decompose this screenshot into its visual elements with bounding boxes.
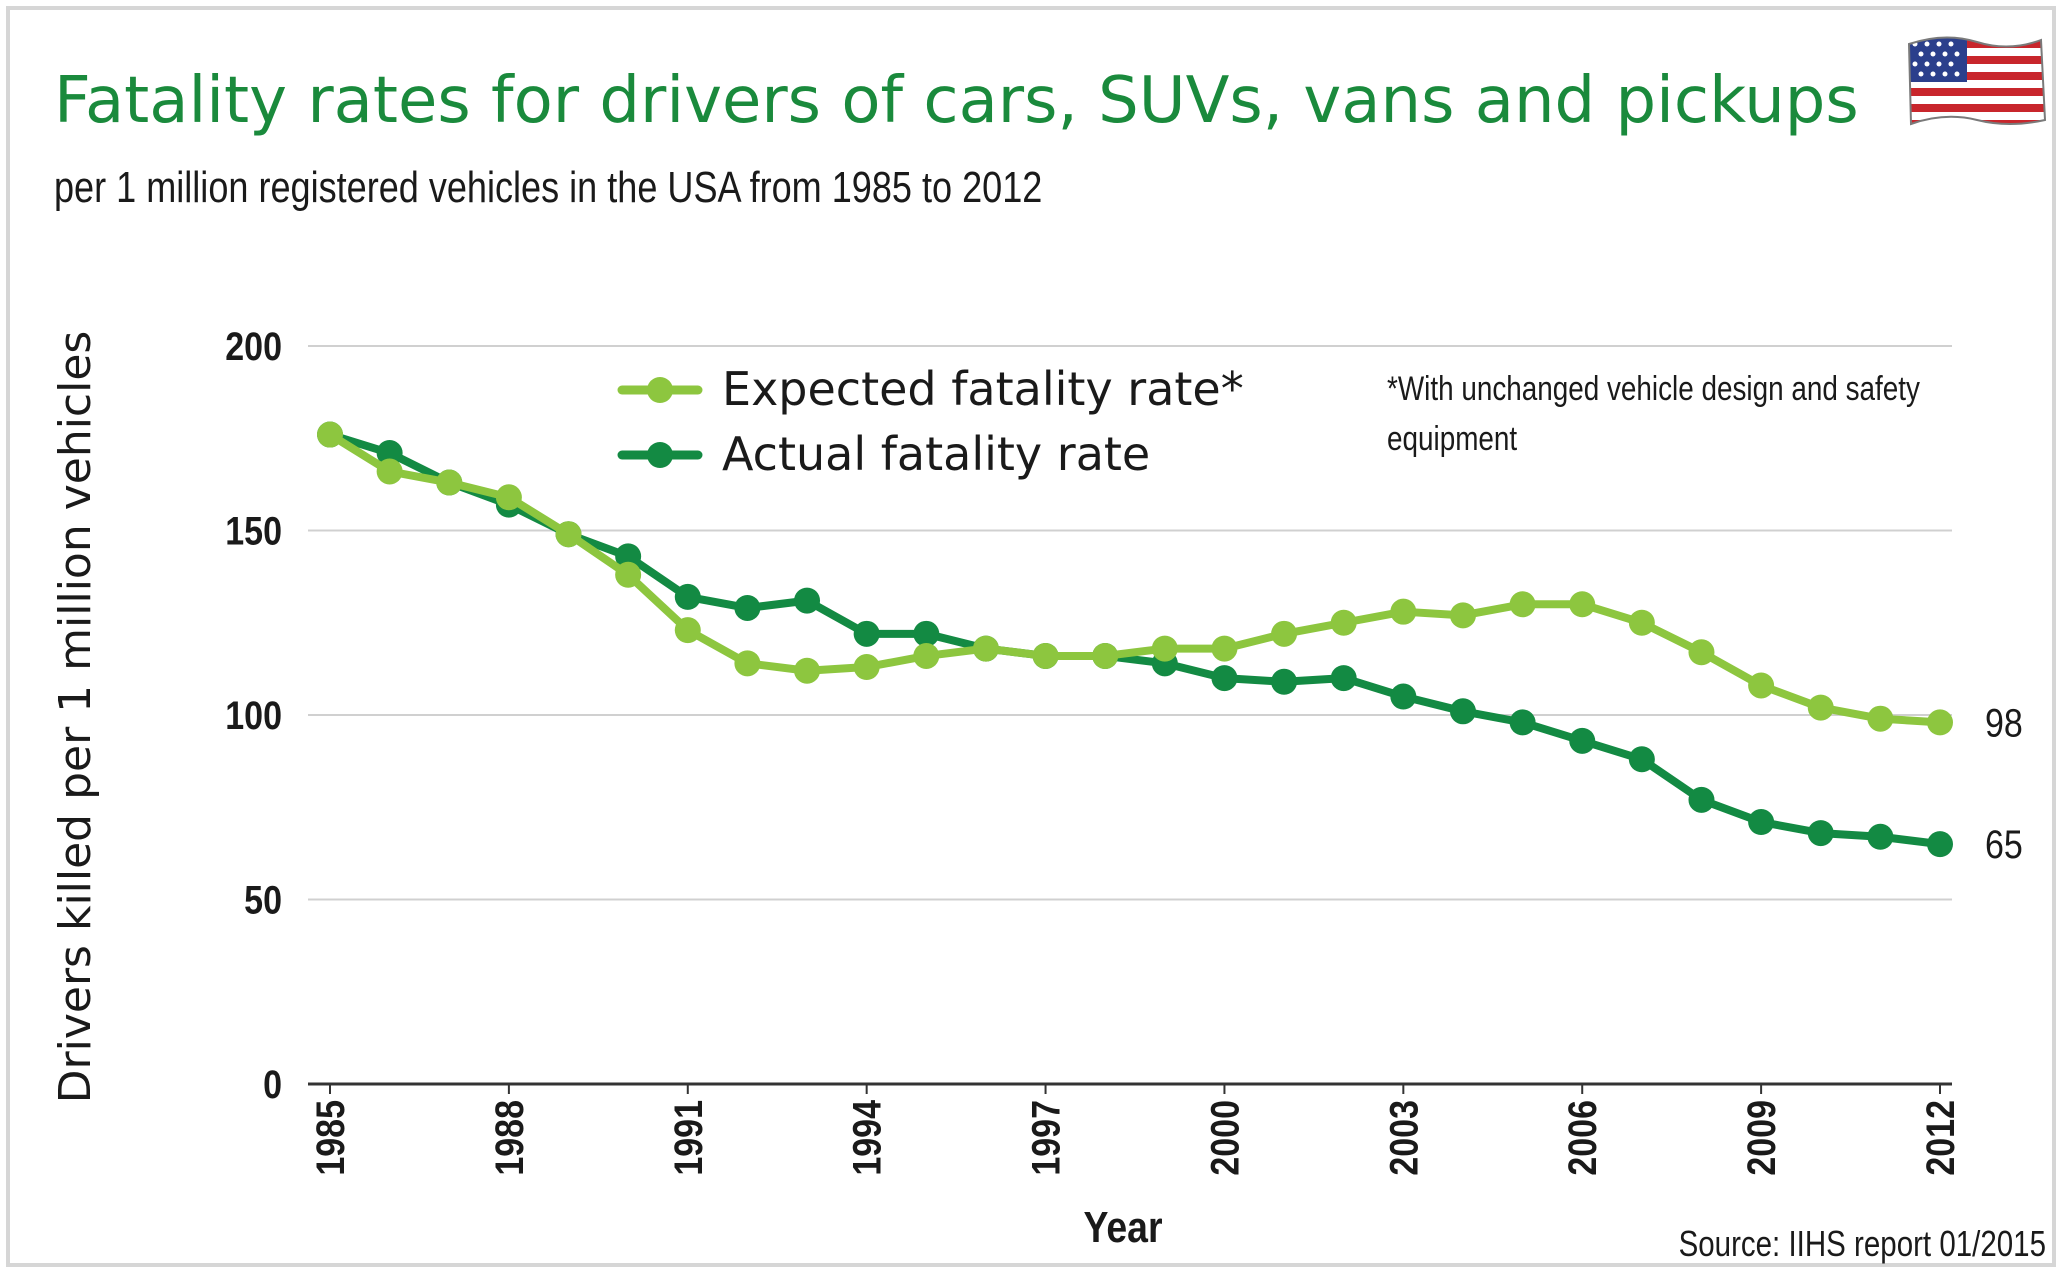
data-point bbox=[1509, 591, 1536, 618]
series-line bbox=[326, 430, 1944, 849]
footnote: *With unchanged vehicle design and safet… bbox=[1387, 369, 1928, 457]
data-point bbox=[1748, 809, 1775, 836]
series-1 bbox=[317, 421, 1953, 858]
data-point bbox=[1271, 620, 1298, 647]
legend-label-actual: Actual fatality rate bbox=[722, 427, 1150, 481]
y-tick-label: 100 bbox=[225, 692, 282, 737]
data-point bbox=[1688, 639, 1715, 666]
chart-subtitle: per 1 million registered vehicles in the… bbox=[54, 163, 1042, 212]
data-point bbox=[674, 617, 701, 644]
data-point bbox=[1390, 598, 1417, 625]
footnote-line-1: *With unchanged vehicle design and safet… bbox=[1387, 369, 1920, 407]
data-point bbox=[495, 484, 522, 511]
chart-frame: Fatality rates for drivers of cars, SUVs… bbox=[6, 6, 2056, 1267]
data-point bbox=[794, 657, 821, 684]
data-point bbox=[734, 650, 761, 677]
data-point bbox=[1211, 635, 1238, 662]
data-point bbox=[1390, 683, 1417, 710]
data-point bbox=[1569, 591, 1596, 618]
data-point bbox=[1628, 609, 1655, 636]
data-point bbox=[913, 642, 940, 669]
y-tick-label: 150 bbox=[225, 508, 282, 553]
end-label-actual: 65 bbox=[1985, 822, 2023, 867]
chart-title: Fatality rates for drivers of cars, SUVs… bbox=[54, 64, 1859, 138]
legend-marker-expected bbox=[617, 377, 703, 403]
footnote-line-2: equipment bbox=[1387, 419, 1517, 457]
x-tick-label: 2006 bbox=[1560, 1100, 1605, 1176]
data-point bbox=[1628, 746, 1655, 773]
data-point bbox=[913, 620, 940, 647]
data-point bbox=[1807, 820, 1834, 847]
data-point bbox=[1449, 698, 1476, 725]
data-point bbox=[317, 421, 343, 448]
data-point bbox=[376, 458, 403, 485]
data-point bbox=[1330, 665, 1357, 692]
x-axis-title: Year bbox=[1083, 1202, 1162, 1252]
data-point bbox=[1748, 672, 1775, 699]
data-point bbox=[853, 654, 880, 681]
data-point bbox=[1211, 665, 1238, 692]
x-tick-label: 1985 bbox=[307, 1100, 352, 1176]
x-tick-label: 2000 bbox=[1202, 1100, 1247, 1176]
y-tick-label: 200 bbox=[225, 323, 282, 368]
legend: Expected fatality rate* Actual fatality … bbox=[617, 362, 1244, 481]
x-tick-label: 1991 bbox=[665, 1100, 710, 1176]
x-tick-label: 2009 bbox=[1738, 1100, 1783, 1176]
end-label-expected: 98 bbox=[1985, 700, 2023, 745]
data-point bbox=[1092, 642, 1119, 669]
source-note: Source: IIHS report 01/2015 bbox=[1679, 1223, 2046, 1263]
data-point bbox=[853, 620, 880, 647]
data-point bbox=[1151, 635, 1178, 662]
data-point bbox=[615, 543, 642, 570]
data-point bbox=[1807, 694, 1834, 721]
data-point bbox=[1509, 709, 1536, 736]
data-point bbox=[1271, 668, 1298, 695]
data-point bbox=[734, 594, 761, 621]
data-point bbox=[1330, 609, 1357, 636]
data-point bbox=[794, 587, 821, 614]
data-point bbox=[1032, 642, 1059, 669]
legend-label-expected: Expected fatality rate* bbox=[722, 362, 1244, 416]
x-tick-label: 2003 bbox=[1381, 1100, 1426, 1176]
data-point bbox=[1688, 786, 1715, 813]
data-point bbox=[674, 583, 701, 610]
usa-flag-icon bbox=[1907, 36, 2047, 126]
y-axis-ticks: 0 50 100 150 200 bbox=[225, 323, 282, 1106]
y-tick-label: 0 bbox=[263, 1061, 282, 1106]
grid-lines bbox=[308, 345, 1952, 901]
y-axis-title: Drivers killed per 1 million vehicles bbox=[50, 331, 101, 1104]
data-point bbox=[1927, 709, 1953, 736]
series-0 bbox=[317, 421, 1953, 736]
series-line bbox=[326, 430, 1944, 727]
legend-marker-actual bbox=[617, 442, 703, 468]
series-group bbox=[317, 421, 1953, 858]
x-tick-label: 1994 bbox=[844, 1100, 889, 1176]
x-tick-label: 1997 bbox=[1023, 1100, 1068, 1176]
data-point bbox=[1449, 602, 1476, 629]
y-tick-label: 50 bbox=[244, 877, 282, 922]
chart-canvas: Fatality rates for drivers of cars, SUVs… bbox=[50, 36, 2047, 1264]
x-tick-label: 2012 bbox=[1917, 1100, 1962, 1176]
data-point bbox=[972, 635, 999, 662]
data-point bbox=[1867, 823, 1894, 850]
data-point bbox=[555, 521, 582, 548]
data-point bbox=[1867, 705, 1894, 732]
data-point bbox=[376, 440, 403, 467]
data-point bbox=[436, 469, 463, 496]
data-point bbox=[1569, 727, 1596, 754]
x-tick-label: 1988 bbox=[486, 1100, 531, 1176]
data-point bbox=[615, 561, 642, 588]
x-axis-ticks: 1985 1988 1991 1994 1997 2000 2003 2006 2009 2012 bbox=[307, 1084, 1963, 1176]
data-point bbox=[1927, 831, 1953, 858]
